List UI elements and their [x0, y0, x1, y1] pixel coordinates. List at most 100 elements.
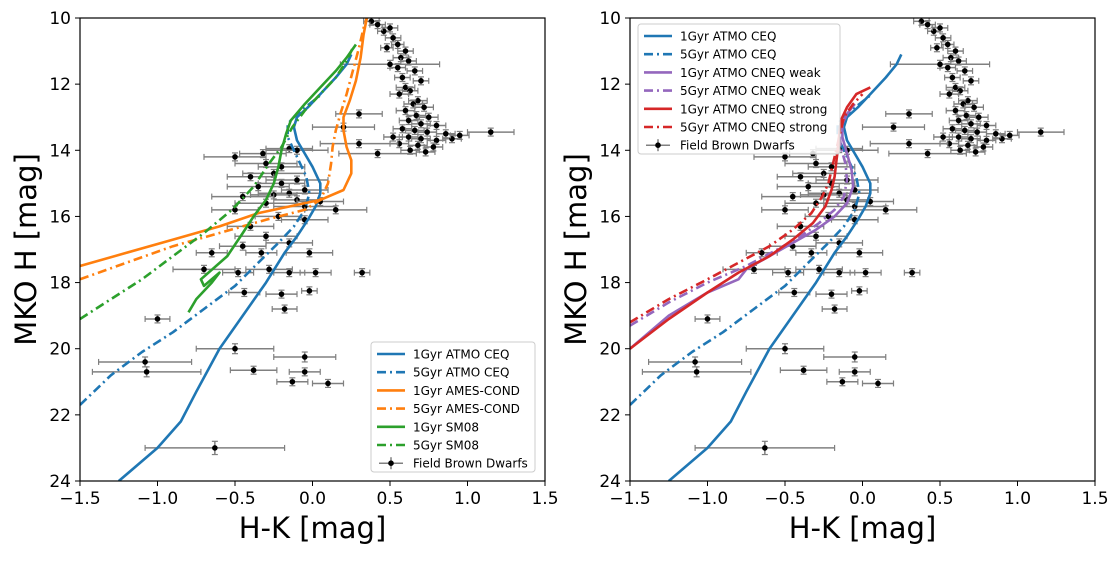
data-point [805, 183, 812, 190]
legend-label: 1Gyr AMES-COND [413, 384, 520, 398]
data-point [974, 129, 980, 135]
data-point [952, 84, 959, 91]
data-point [390, 35, 396, 41]
data-point [856, 288, 863, 294]
y-tick-label: 22 [49, 406, 71, 426]
data-point [250, 367, 257, 374]
data-point [201, 266, 207, 273]
field-brown-dwarf-point [265, 289, 298, 299]
x-tick-label: 0.5 [376, 489, 403, 509]
data-point [387, 25, 393, 31]
y-tick-label: 12 [599, 75, 621, 95]
field-brown-dwarf-point [838, 367, 871, 377]
legend-label: Field Brown Dwarfs [680, 139, 795, 153]
data-point [154, 316, 161, 322]
field-brown-dwarf-point [776, 182, 840, 192]
data-point [949, 74, 956, 81]
data-point [968, 121, 974, 127]
field-brown-dwarf-point [228, 287, 261, 298]
field-brown-dwarf-point [694, 314, 721, 324]
y-tick-label: 20 [599, 340, 621, 360]
data-point [359, 269, 365, 276]
data-point [390, 134, 396, 140]
x-tick-label: 1.0 [454, 489, 481, 509]
field-brown-dwarf-point [694, 440, 836, 456]
data-point [944, 64, 951, 71]
field-brown-dwarf-point [889, 59, 991, 69]
y-axis-label: MKO H [mag] [559, 153, 593, 346]
field-brown-dwarf-point [299, 268, 332, 278]
data-point [301, 187, 308, 193]
field-brown-dwarf-point [276, 377, 309, 387]
field-brown-dwarf-point [406, 110, 427, 121]
field-brown-dwarf-point [948, 132, 969, 142]
data-point [751, 266, 757, 273]
data-point [955, 117, 962, 124]
data-point [957, 147, 963, 154]
data-point [443, 130, 449, 137]
data-point [405, 58, 412, 64]
data-point [456, 132, 463, 139]
field-brown-dwarf-point [195, 343, 275, 355]
plot-area [630, 18, 1065, 481]
y-axis-label: MKO H [mag] [9, 153, 43, 346]
legend: 1Gyr ATMO CEQ 5Gyr ATMO CEQ 1Gyr AMES-COND… [370, 341, 536, 473]
data-point [782, 154, 788, 160]
y-tick-label: 10 [49, 9, 71, 29]
data-point [396, 91, 403, 97]
legend-label: 5Gyr ATMO CEQ [413, 366, 509, 380]
data-point [421, 104, 427, 111]
data-point [851, 369, 858, 375]
field-brown-dwarf-point [144, 314, 171, 324]
field-brown-dwarf-point [761, 205, 809, 215]
field-brown-dwarf-point [985, 129, 1006, 139]
field-brown-dwarf-point [956, 110, 977, 121]
data-point [301, 369, 308, 375]
data-point [425, 114, 432, 121]
field-brown-dwarf-point [390, 39, 405, 50]
field-brown-dwarf-point [869, 139, 949, 149]
data-point [356, 111, 362, 117]
data-point [851, 354, 858, 360]
legend-label: 5Gyr ATMO CNEQ weak [680, 84, 821, 98]
x-tick-label: 1.5 [1081, 489, 1108, 509]
data-point [949, 125, 956, 132]
field-brown-dwarf-point [338, 149, 417, 159]
data-point [278, 291, 285, 297]
data-point [332, 207, 339, 213]
data-point [232, 345, 238, 352]
data-point [831, 306, 838, 312]
field-brown-dwarf-point [973, 142, 994, 152]
legend-marker [388, 460, 394, 467]
data-point [782, 207, 788, 213]
legend-label: 1Gyr SM08 [413, 420, 479, 434]
data-point [875, 380, 881, 387]
legend: 1Gyr ATMO CEQ 5Gyr ATMO CEQ 1Gyr ATMO CNEQ… [637, 23, 841, 155]
x-tick-label: 1.0 [1004, 489, 1031, 509]
field-brown-dwarf-point [265, 144, 314, 154]
data-point [255, 183, 262, 190]
data-point [813, 233, 819, 240]
data-point [924, 150, 931, 157]
y-tick-label: 22 [599, 406, 621, 426]
data-point [890, 124, 897, 130]
field-brown-dwarf-point [301, 286, 318, 296]
data-point [415, 97, 421, 104]
data-point [983, 137, 990, 144]
field-brown-dwarf-point [353, 268, 371, 278]
field-brown-dwarf-point [999, 130, 1020, 140]
field-brown-dwarf-point [449, 130, 470, 140]
field-brown-dwarf-point [948, 115, 969, 126]
data-point [278, 164, 285, 170]
legend-label: 1Gyr ATMO CEQ [680, 30, 776, 44]
data-point [266, 266, 272, 273]
data-point [944, 41, 951, 48]
field-brown-dwarf-point [795, 264, 843, 274]
x-tick-label: 0.0 [299, 489, 326, 509]
data-point [239, 243, 246, 249]
field-brown-dwarf-point [835, 248, 884, 258]
legend-label: 5Gyr ATMO CEQ [680, 48, 776, 62]
data-point [1037, 129, 1044, 135]
legend-label: 5Gyr AMES-COND [413, 402, 520, 416]
field-brown-dwarf-point [257, 162, 306, 172]
